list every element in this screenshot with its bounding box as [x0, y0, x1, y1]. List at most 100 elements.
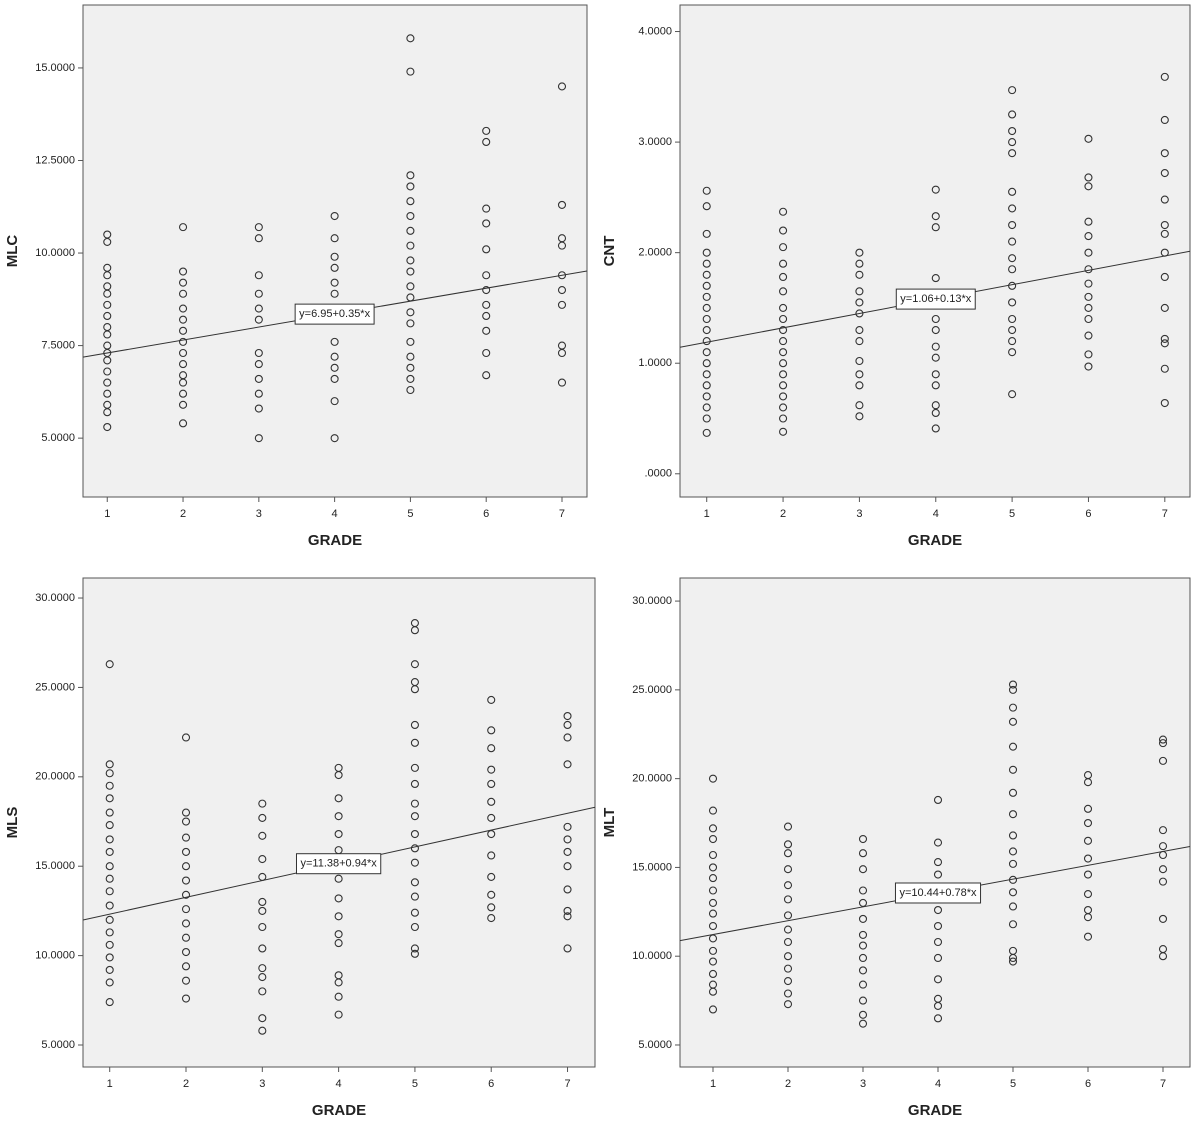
data-point: [1008, 742, 1018, 751]
data-point: [334, 992, 343, 1001]
data-point: [557, 200, 567, 209]
data-point: [105, 965, 114, 974]
x-tick-label: 5: [407, 508, 413, 520]
data-point: [105, 794, 114, 803]
data-point: [702, 303, 711, 312]
data-point: [931, 185, 940, 194]
data-point: [258, 906, 267, 915]
x-tick-label: 3: [856, 508, 862, 520]
data-point: [410, 720, 419, 730]
data-point: [858, 930, 868, 939]
data-point: [779, 392, 788, 401]
x-tick-label: 2: [180, 508, 186, 520]
data-point: [1008, 703, 1018, 712]
data-point: [410, 858, 419, 867]
x-tick-label: 2: [780, 508, 786, 520]
data-point: [406, 352, 415, 361]
data-point: [258, 922, 267, 932]
data-point: [783, 937, 793, 947]
data-point: [708, 909, 718, 918]
data-point: [563, 847, 572, 856]
data-point: [1008, 265, 1017, 274]
x-tick-label: 5: [1010, 1078, 1016, 1090]
data-point: [1008, 86, 1017, 95]
data-point: [1083, 836, 1093, 845]
y-axis-title: MLC: [4, 235, 21, 268]
data-point: [858, 966, 868, 975]
data-point: [258, 831, 267, 840]
x-tick-label: 1: [710, 1078, 716, 1090]
data-point: [254, 348, 263, 358]
data-point: [330, 363, 339, 372]
data-point: [783, 822, 793, 831]
data-point: [254, 271, 263, 280]
data-point: [1160, 169, 1169, 178]
data-point: [563, 733, 572, 742]
x-tick-label: 6: [1085, 508, 1091, 520]
data-point: [181, 933, 191, 942]
data-point: [1158, 952, 1168, 961]
data-point: [482, 126, 491, 135]
data-point: [933, 838, 943, 847]
data-point: [1160, 339, 1169, 348]
data-point: [933, 975, 943, 984]
data-point: [330, 263, 339, 272]
data-point: [181, 976, 191, 985]
data-point: [1008, 326, 1017, 335]
data-point: [563, 822, 572, 831]
data-point: [487, 779, 496, 789]
data-point: [783, 964, 793, 973]
data-point: [105, 835, 114, 844]
data-point: [1083, 778, 1093, 787]
data-point: [254, 289, 263, 298]
data-point: [563, 912, 572, 921]
data-point: [178, 348, 188, 358]
data-point: [563, 835, 572, 844]
data-point: [1084, 232, 1093, 241]
data-point: [1084, 248, 1093, 257]
x-tick-label: 6: [488, 1078, 494, 1090]
data-point: [1083, 818, 1093, 828]
data-point: [410, 763, 419, 772]
data-point: [708, 957, 718, 966]
data-point: [1008, 337, 1017, 346]
data-point: [105, 940, 114, 949]
data-point: [334, 939, 343, 948]
data-point: [410, 779, 419, 789]
data-point: [779, 326, 788, 335]
data-point: [779, 314, 788, 324]
x-tick-label: 6: [1085, 1078, 1091, 1090]
x-tick-label: 3: [860, 1078, 866, 1090]
data-point: [783, 849, 793, 858]
data-point: [708, 774, 718, 783]
data-point: [103, 422, 112, 432]
data-point: [105, 998, 114, 1007]
data-point: [254, 304, 263, 313]
y-tick-label: 5.0000: [41, 432, 75, 444]
y-axis-title: MLS: [4, 807, 21, 839]
data-point: [557, 378, 567, 387]
data-point: [1008, 348, 1017, 357]
data-point: [487, 695, 496, 704]
y-tick-label: 3.0000: [638, 136, 672, 148]
data-point: [254, 315, 263, 324]
data-point: [1158, 826, 1168, 835]
data-point: [783, 977, 793, 986]
data-point: [103, 271, 112, 280]
data-point: [779, 370, 788, 379]
data-point: [334, 794, 343, 803]
data-point: [181, 808, 191, 817]
y-tick-label: 15.0000: [35, 860, 75, 872]
data-point: [1160, 334, 1169, 343]
x-tick-label: 7: [1160, 1078, 1166, 1090]
data-point: [563, 711, 572, 721]
data-point: [178, 400, 188, 409]
x-tick-label: 4: [935, 1078, 941, 1090]
data-point: [258, 1014, 267, 1023]
data-point: [406, 308, 415, 317]
data-point: [105, 808, 114, 817]
data-point: [105, 887, 114, 896]
data-point: [1084, 350, 1093, 359]
data-point: [858, 1019, 868, 1028]
data-point: [1158, 739, 1168, 748]
